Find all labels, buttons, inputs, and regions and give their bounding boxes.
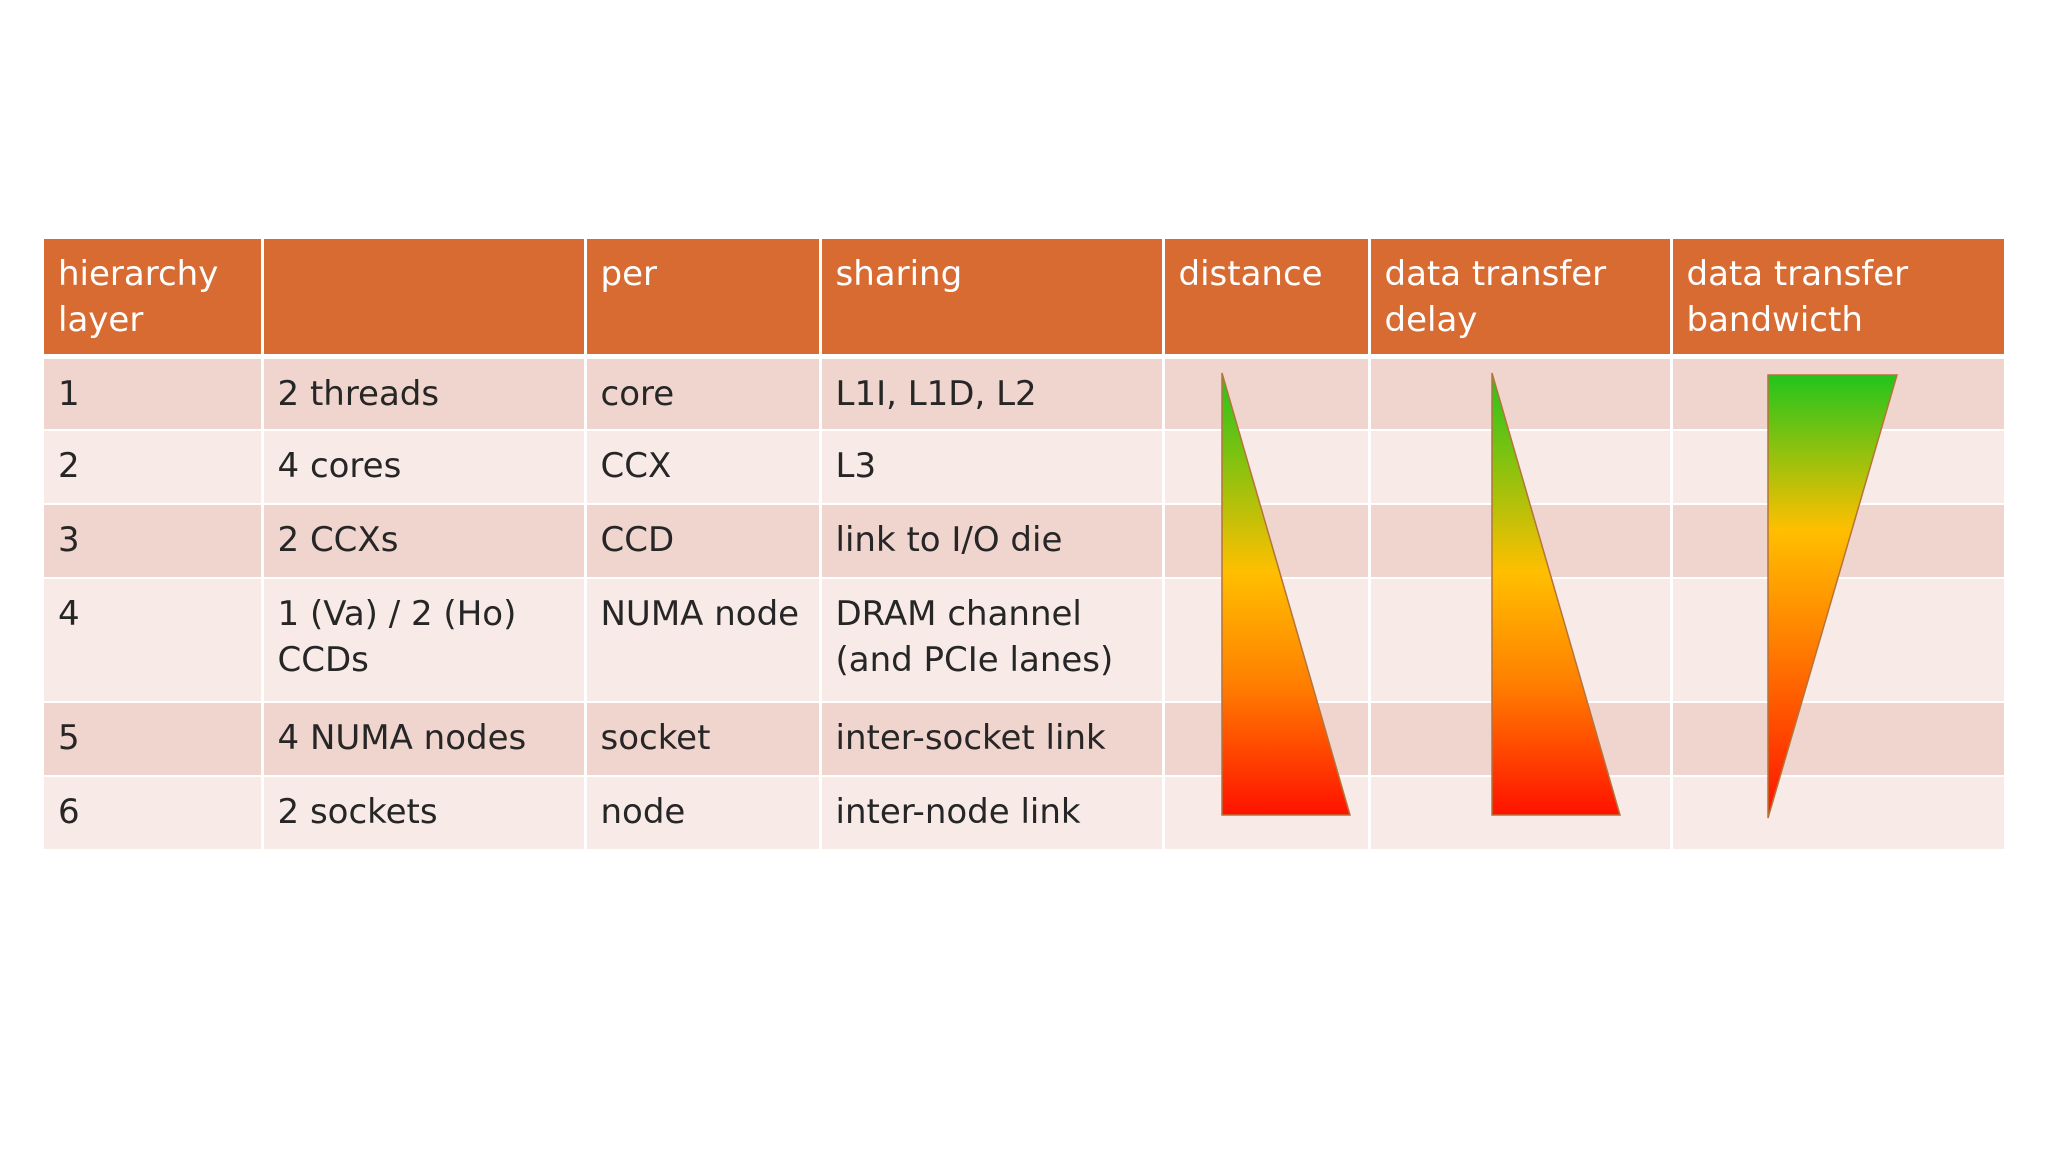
cell-count: 2 CCXs	[262, 504, 587, 579]
cell-layer: 1	[44, 356, 264, 431]
cell-distance	[1163, 356, 1371, 431]
cell-count: 2 threads	[262, 356, 587, 431]
cell-count: 1 (Va) / 2 (Ho) CCDs	[262, 578, 587, 703]
cell-distance	[1163, 578, 1371, 703]
cell-per: CCX	[585, 430, 822, 505]
cell-layer: 3	[44, 504, 264, 579]
cell-delay	[1369, 776, 1673, 851]
cell-distance	[1163, 702, 1371, 777]
cell-delay	[1369, 356, 1673, 431]
cell-per: socket	[585, 702, 822, 777]
cell-bandwidth	[1671, 430, 2004, 505]
header-row: hierarchy layer per sharing distance dat…	[44, 239, 2004, 359]
header-data-transfer-bandwidth: data transfer bandwicth	[1671, 239, 2004, 359]
cell-per: NUMA node	[585, 578, 822, 703]
cell-delay	[1369, 430, 1673, 505]
table-row: 1 2 threads core L1I, L1D, L2	[44, 356, 2004, 431]
cell-count: 2 sockets	[262, 776, 587, 851]
header-data-transfer-delay: data transfer delay	[1369, 239, 1673, 359]
cell-delay	[1369, 504, 1673, 579]
cell-per: CCD	[585, 504, 822, 579]
table-row: 2 4 cores CCX L3	[44, 430, 2004, 505]
cell-per: node	[585, 776, 822, 851]
cell-sharing: inter-socket link	[820, 702, 1165, 777]
hierarchy-table: hierarchy layer per sharing distance dat…	[44, 239, 2004, 851]
header-blank	[262, 239, 587, 359]
cell-sharing: DRAM channel (and PCIe lanes)	[820, 578, 1165, 703]
cell-layer: 4	[44, 578, 264, 703]
cell-bandwidth	[1671, 776, 2004, 851]
cell-layer: 5	[44, 702, 264, 777]
cell-sharing: link to I/O die	[820, 504, 1165, 579]
table-row: 3 2 CCXs CCD link to I/O die	[44, 504, 2004, 579]
cell-layer: 6	[44, 776, 264, 851]
cell-delay	[1369, 578, 1673, 703]
cell-sharing: L1I, L1D, L2	[820, 356, 1165, 431]
header-per: per	[585, 239, 822, 359]
cell-distance	[1163, 504, 1371, 579]
cell-sharing: L3	[820, 430, 1165, 505]
cell-bandwidth	[1671, 702, 2004, 777]
header-distance: distance	[1163, 239, 1371, 359]
header-sharing: sharing	[820, 239, 1165, 359]
cell-distance	[1163, 430, 1371, 505]
table-row: 4 1 (Va) / 2 (Ho) CCDs NUMA node DRAM ch…	[44, 578, 2004, 703]
header-hierarchy-layer: hierarchy layer	[44, 239, 264, 359]
cell-bandwidth	[1671, 504, 2004, 579]
cell-layer: 2	[44, 430, 264, 505]
cell-sharing: inter-node link	[820, 776, 1165, 851]
cell-delay	[1369, 702, 1673, 777]
cell-bandwidth	[1671, 578, 2004, 703]
cell-bandwidth	[1671, 356, 2004, 431]
table-row: 6 2 sockets node inter-node link	[44, 776, 2004, 851]
cell-count: 4 NUMA nodes	[262, 702, 587, 777]
cell-per: core	[585, 356, 822, 431]
cell-distance	[1163, 776, 1371, 851]
cell-count: 4 cores	[262, 430, 587, 505]
table-row: 5 4 NUMA nodes socket inter-socket link	[44, 702, 2004, 777]
